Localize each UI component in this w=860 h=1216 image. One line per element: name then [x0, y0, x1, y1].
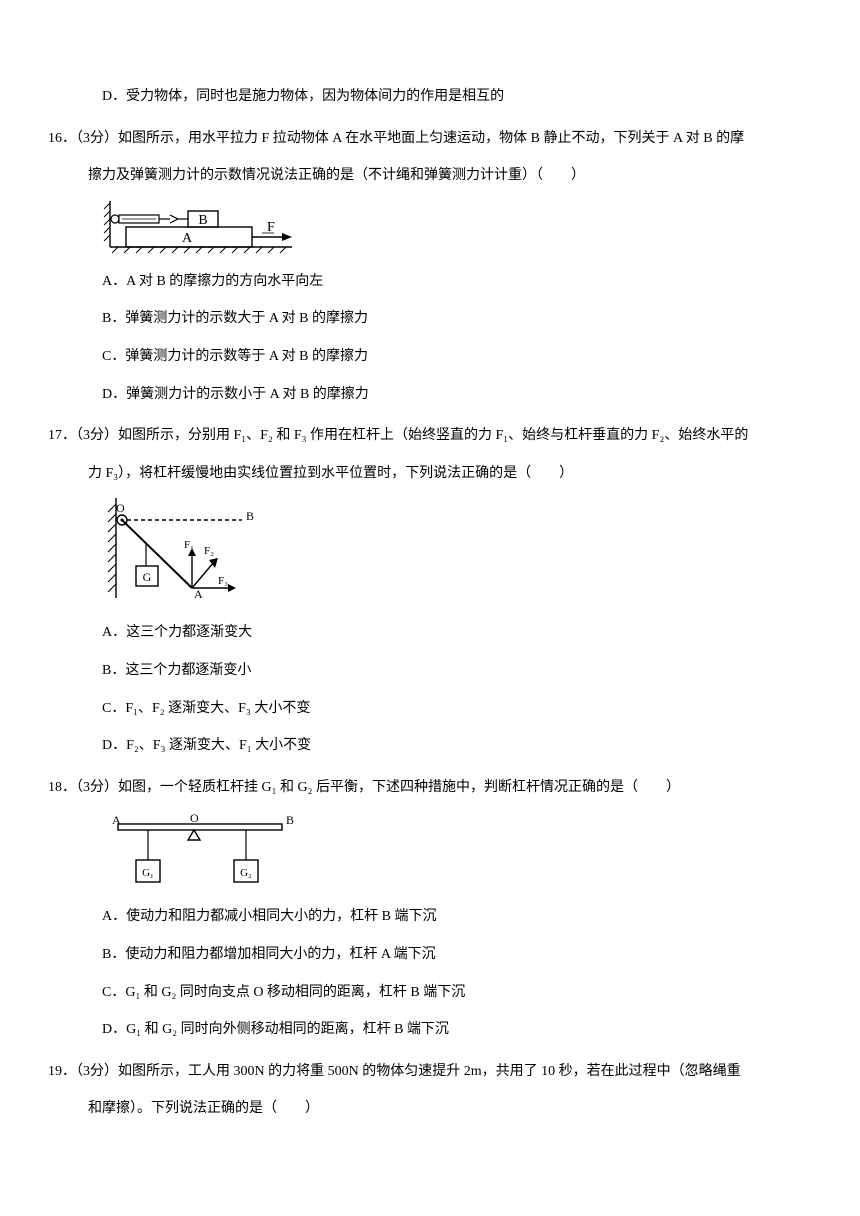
q18-label-a: A — [112, 813, 121, 827]
q19-stem-line1: 19．（3分）如图所示，工人用 300N 的力将重 500N 的物体匀速提升 2… — [48, 1055, 812, 1089]
q18-label-g2: G₂ — [240, 867, 252, 879]
q18-option-b: B．使动力和阻力都增加相同大小的力，杠杆 A 端下沉 — [48, 938, 812, 972]
q17-label-a: A — [194, 587, 203, 601]
q16-label-a: A — [182, 231, 193, 246]
q17-stem-line1: 17．（3分）如图所示，分别用 F₁、F₂ 和 F₃ 作用在杠杆上（始终竖直的力… — [48, 419, 812, 453]
q18-option-a: A．使动力和阻力都减小相同大小的力，杠杆 B 端下沉 — [48, 900, 812, 934]
q16-option-d: D．弹簧测力计的示数小于 A 对 B 的摩擦力 — [48, 378, 812, 412]
q18-option-d: D．G₁ 和 G₂ 同时向外侧移动相同的距离，杠杆 B 端下沉 — [48, 1013, 812, 1047]
q17-label-o: O — [116, 501, 125, 515]
q17-figure: O B A G F₁ F₂ F₃ — [48, 498, 812, 608]
q18-option-c: C．G₁ 和 G₂ 同时向支点 O 移动相同的距离，杠杆 B 端下沉 — [48, 976, 812, 1010]
q16-label-b: B — [198, 213, 207, 228]
q16-option-c: C．弹簧测力计的示数等于 A 对 B 的摩擦力 — [48, 340, 812, 374]
q17-option-d: D．F₂、F₃ 逐渐变大、F₁ 大小不变 — [48, 729, 812, 763]
q17-option-a: A．这三个力都逐渐变大 — [48, 616, 812, 650]
q17-label-g: G — [143, 570, 152, 584]
q17-label-f2: F₂ — [204, 545, 214, 557]
q19-stem-line2: 和摩擦）。下列说法正确的是（ ） — [48, 1092, 812, 1126]
q18-stem-line1: 18．（3分）如图，一个轻质杠杆挂 G₁ 和 G₂ 后平衡，下述四种措施中，判断… — [48, 771, 812, 805]
q16-stem-line1: 16．（3分）如图所示，用水平拉力 F 拉动物体 A 在水平地面上匀速运动，物体… — [48, 122, 812, 156]
q17-label-b: B — [246, 509, 254, 523]
q18-label-o: O — [190, 812, 199, 825]
q16-figure: A B F — [48, 201, 812, 257]
q16-option-a: A．A 对 B 的摩擦力的方向水平向左 — [48, 265, 812, 299]
q17-option-c: C．F₁、F₂ 逐渐变大、F₃ 大小不变 — [48, 692, 812, 726]
q16-stem-line2: 擦力及弹簧测力计的示数情况说法正确的是（不计绳和弹簧测力计计重）（ ） — [48, 159, 812, 193]
q17-label-f1: F₁ — [184, 539, 194, 551]
q18-label-b: B — [286, 813, 294, 827]
q16-option-b: B．弹簧测力计的示数大于 A 对 B 的摩擦力 — [48, 302, 812, 336]
q15-option-d: D．受力物体，同时也是施力物体，因为物体间力的作用是相互的 — [48, 80, 812, 114]
q18-figure: A B O G₁ G₂ — [48, 812, 812, 892]
q17-option-b: B．这三个力都逐渐变小 — [48, 654, 812, 688]
q17-stem-line2: 力 F₃），将杠杆缓慢地由实线位置拉到水平位置时，下列说法正确的是（ ） — [48, 457, 812, 491]
q17-label-f3: F₃ — [218, 575, 228, 587]
q18-label-g1: G₁ — [142, 867, 154, 879]
